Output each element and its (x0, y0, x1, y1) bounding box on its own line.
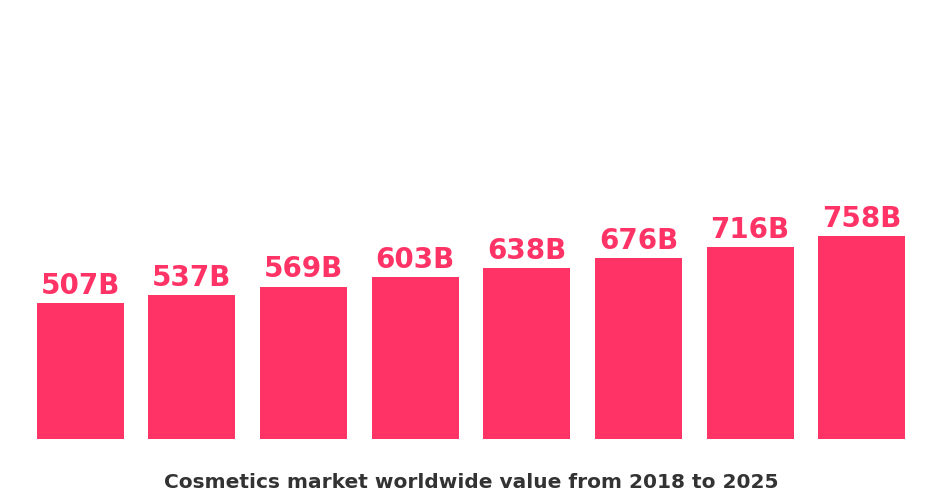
Bar (37, 303, 123, 439)
Bar (483, 268, 570, 439)
Text: 603B: 603B (376, 246, 455, 274)
Bar (819, 236, 905, 439)
Text: 537B: 537B (153, 264, 232, 292)
Text: 676B: 676B (599, 227, 678, 254)
Text: 758B: 758B (822, 205, 901, 233)
Text: 716B: 716B (710, 216, 789, 244)
Text: Cosmetics market worldwide value from 2018 to 2025: Cosmetics market worldwide value from 20… (164, 474, 778, 493)
Bar (260, 286, 347, 439)
Text: 638B: 638B (487, 237, 566, 265)
Bar (706, 247, 794, 439)
Text: 507B: 507B (41, 272, 120, 300)
Bar (372, 277, 459, 439)
Bar (595, 258, 682, 439)
Bar (148, 295, 236, 439)
Text: 569B: 569B (264, 255, 343, 283)
